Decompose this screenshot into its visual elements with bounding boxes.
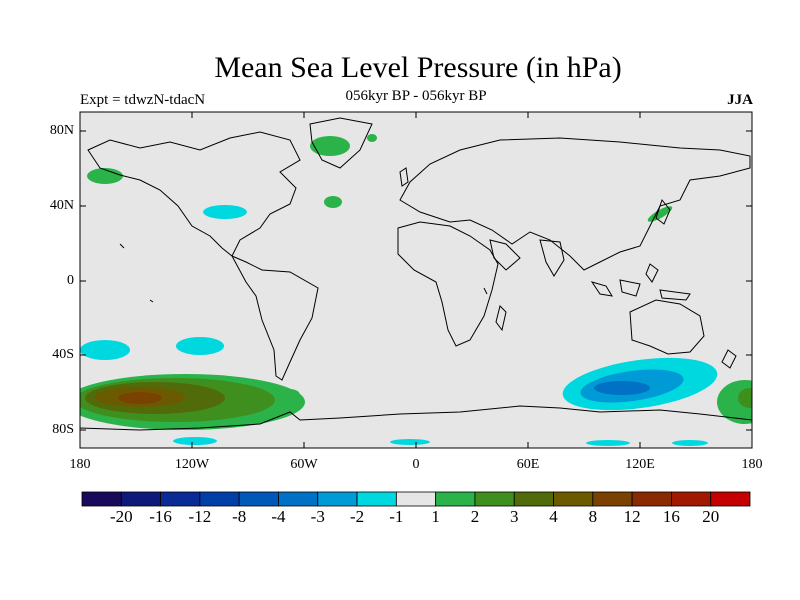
colorbar <box>81 491 751 507</box>
lon-tick-60w: 60W <box>290 457 318 472</box>
anomaly-negative-pacific-b <box>80 340 130 360</box>
colorbar-swatch-3 <box>199 491 240 507</box>
colorbar-label-11: 4 <box>549 507 558 526</box>
season-label: JJA <box>727 92 753 108</box>
lon-tick-60e: 60E <box>516 457 540 472</box>
lon-tick-120w: 120W <box>174 457 210 472</box>
colorbar-swatch-7 <box>356 491 397 507</box>
colorbar-swatch-0 <box>81 491 122 507</box>
colorbar-swatch-14 <box>631 491 672 507</box>
anomaly-fields <box>80 134 752 446</box>
anomaly-negative-antarctic-1 <box>173 437 217 445</box>
colorbar-swatch-15 <box>671 491 712 507</box>
anomaly-negative-indian-3 <box>594 381 650 395</box>
anomaly-positive-southeast-2 <box>738 388 752 408</box>
colorbar-label-8: 1 <box>431 507 440 526</box>
lon-tick-180w: 180 <box>69 457 91 472</box>
colorbar-swatch-13 <box>592 491 633 507</box>
colorbar-swatch-10 <box>474 491 515 507</box>
anomaly-positive-arctic <box>367 134 377 142</box>
lat-tick-0: 0 <box>67 273 74 288</box>
anomaly-positive-atlantic <box>324 196 342 208</box>
anomaly-negative-antarctic-4 <box>672 440 708 446</box>
anomaly-positive-pacific-5 <box>118 392 162 404</box>
colorbar-label-15: 20 <box>702 507 720 526</box>
lat-tick-80s: 80S <box>52 422 74 437</box>
colorbar-swatch-4 <box>238 491 279 507</box>
colorbar-swatch-9 <box>435 491 476 507</box>
colorbar-label-10: 3 <box>509 507 519 526</box>
colorbar-swatch-5 <box>278 491 319 507</box>
coastlines <box>80 117 752 431</box>
lat-tick-40n: 40N <box>49 198 74 213</box>
anomaly-negative-america <box>203 205 247 219</box>
colorbar-label-13: 12 <box>623 507 641 526</box>
axis-ticks <box>80 112 752 448</box>
period-label: 056kyr BP - 056kyr BP <box>345 88 487 104</box>
lat-tick-40s: 40S <box>52 347 74 362</box>
anomaly-positive-alaska <box>87 168 123 184</box>
colorbar-label-12: 8 <box>588 507 598 526</box>
anomaly-negative-pacific-a <box>176 337 224 355</box>
lon-tick-120e: 120E <box>625 457 655 472</box>
anomaly-positive-southtip <box>280 389 300 401</box>
colorbar-label-6: -2 <box>349 507 365 526</box>
colorbar-swatch-11 <box>513 491 554 507</box>
experiment-label: Expt = tdwzN-tdacN <box>80 92 206 108</box>
anomaly-positive-greenland <box>310 136 350 156</box>
colorbar-swatch-8 <box>395 491 437 507</box>
colorbar-label-0: -20 <box>109 507 133 526</box>
anomaly-negative-antarctic-2 <box>390 439 430 445</box>
anomaly-negative-antarctic-3 <box>586 440 630 446</box>
lon-tick-0: 0 <box>412 457 420 472</box>
colorbar-label-1: -16 <box>149 507 172 526</box>
colorbar-swatch-6 <box>317 491 358 507</box>
lat-tick-80n: 80N <box>49 123 74 138</box>
colorbar-label-9: 2 <box>470 507 480 526</box>
colorbar-swatch-12 <box>553 491 594 507</box>
colorbar-label-7: -1 <box>389 507 404 526</box>
colorbar-label-5: -3 <box>310 507 325 526</box>
colorbar-label-4: -4 <box>271 507 286 526</box>
colorbar-swatch-2 <box>160 491 201 507</box>
colorbar-label-14: 16 <box>662 507 680 526</box>
colorbar-label-2: -12 <box>188 507 212 526</box>
chart-title: Mean Sea Level Pressure (in hPa) <box>214 51 622 84</box>
colorbar-swatch-16 <box>710 491 751 507</box>
colorbar-swatch-1 <box>120 491 161 507</box>
lon-tick-180e: 180 <box>741 457 763 472</box>
colorbar-label-3: -8 <box>232 507 247 526</box>
